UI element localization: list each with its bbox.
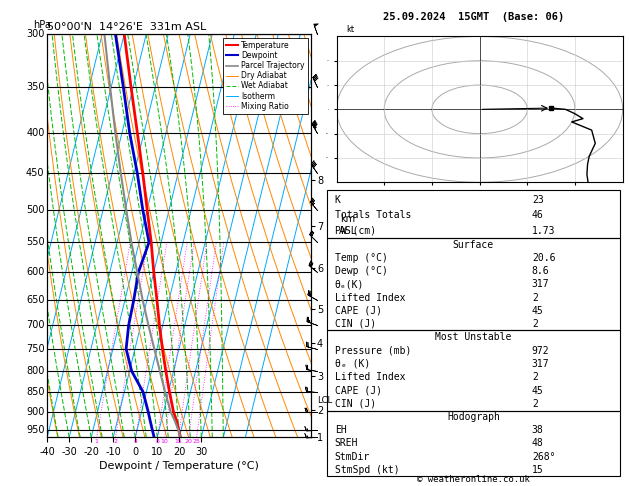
Text: CAPE (J): CAPE (J) — [335, 306, 382, 316]
Legend: Temperature, Dewpoint, Parcel Trajectory, Dry Adiabat, Wet Adiabat, Isotherm, Mi: Temperature, Dewpoint, Parcel Trajectory… — [223, 38, 308, 114]
Y-axis label: km
ASL: km ASL — [339, 214, 357, 236]
Text: LCL: LCL — [316, 396, 331, 404]
Text: © weatheronline.co.uk: © weatheronline.co.uk — [417, 474, 530, 484]
Text: 2: 2 — [532, 372, 538, 382]
Text: 2: 2 — [532, 319, 538, 329]
Text: 50°00'N  14°26'E  331m ASL: 50°00'N 14°26'E 331m ASL — [47, 22, 206, 32]
Text: 25: 25 — [192, 439, 201, 444]
Text: StmSpd (kt): StmSpd (kt) — [335, 465, 399, 475]
Text: 800: 800 — [26, 366, 45, 376]
Text: K: K — [335, 195, 340, 205]
Text: 23: 23 — [532, 195, 543, 205]
Text: 2: 2 — [532, 293, 538, 302]
Text: hPa: hPa — [33, 20, 50, 30]
Text: 750: 750 — [26, 344, 45, 354]
Text: 46: 46 — [532, 210, 543, 220]
Text: 600: 600 — [26, 267, 45, 278]
Text: kt: kt — [346, 25, 354, 34]
Text: 15: 15 — [532, 465, 543, 475]
Text: 268°: 268° — [532, 451, 555, 462]
Text: 10: 10 — [161, 439, 169, 444]
Text: 400: 400 — [26, 128, 45, 138]
Text: 700: 700 — [26, 320, 45, 330]
Text: 350: 350 — [26, 82, 45, 92]
Text: 950: 950 — [26, 425, 45, 435]
X-axis label: Dewpoint / Temperature (°C): Dewpoint / Temperature (°C) — [99, 461, 259, 471]
Text: PW (cm): PW (cm) — [335, 226, 376, 236]
Text: Dewp (°C): Dewp (°C) — [335, 266, 387, 276]
Text: StmDir: StmDir — [335, 451, 370, 462]
Text: 550: 550 — [26, 237, 45, 247]
Text: 1.73: 1.73 — [532, 226, 555, 236]
Text: 8.6: 8.6 — [532, 266, 550, 276]
Text: 450: 450 — [26, 168, 45, 178]
Text: 8: 8 — [155, 439, 159, 444]
Text: 38: 38 — [532, 425, 543, 435]
Text: 2: 2 — [113, 439, 118, 444]
Text: θₑ (K): θₑ (K) — [335, 359, 370, 369]
Text: Temp (°C): Temp (°C) — [335, 253, 387, 263]
Text: Pressure (mb): Pressure (mb) — [335, 346, 411, 356]
Text: 45: 45 — [532, 306, 543, 316]
Text: 25.09.2024  15GMT  (Base: 06): 25.09.2024 15GMT (Base: 06) — [382, 12, 564, 22]
Text: 900: 900 — [26, 407, 45, 417]
Text: 317: 317 — [532, 359, 550, 369]
Text: Hodograph: Hodograph — [447, 412, 500, 422]
Text: 300: 300 — [26, 29, 45, 39]
Text: θₑ(K): θₑ(K) — [335, 279, 364, 289]
Text: 2: 2 — [532, 399, 538, 409]
Text: 15: 15 — [175, 439, 182, 444]
Text: 1: 1 — [95, 439, 99, 444]
Text: Most Unstable: Most Unstable — [435, 332, 511, 342]
Text: CIN (J): CIN (J) — [335, 399, 376, 409]
Text: 850: 850 — [26, 387, 45, 397]
Text: CAPE (J): CAPE (J) — [335, 385, 382, 396]
Text: Totals Totals: Totals Totals — [335, 210, 411, 220]
Text: 45: 45 — [532, 385, 543, 396]
Text: 48: 48 — [532, 438, 543, 449]
Text: 650: 650 — [26, 295, 45, 305]
Text: CIN (J): CIN (J) — [335, 319, 376, 329]
Text: EH: EH — [335, 425, 347, 435]
Text: SREH: SREH — [335, 438, 358, 449]
Text: 317: 317 — [532, 279, 550, 289]
Text: Lifted Index: Lifted Index — [335, 372, 405, 382]
Text: 500: 500 — [26, 205, 45, 215]
Text: 4: 4 — [133, 439, 138, 444]
Text: 20: 20 — [184, 439, 192, 444]
Text: Lifted Index: Lifted Index — [335, 293, 405, 302]
Text: 20.6: 20.6 — [532, 253, 555, 263]
Text: Surface: Surface — [453, 240, 494, 250]
Text: 972: 972 — [532, 346, 550, 356]
